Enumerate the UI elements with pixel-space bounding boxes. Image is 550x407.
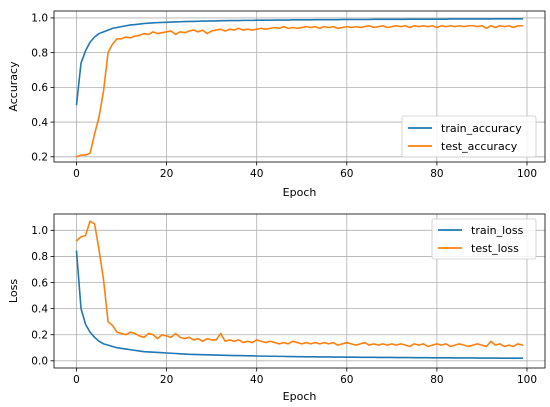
loss-y-tick-label: 0.8 bbox=[31, 251, 48, 263]
accuracy-plot-frame bbox=[53, 10, 546, 163]
loss-panel: 0 20 40 60 80 100 0.0 0.2 0.4 0.6 0.8 1.0 Epoch Los… bbox=[7, 213, 546, 403]
accuracy-x-tick-label: 20 bbox=[160, 168, 173, 180]
loss-y-tick-label: 1.0 bbox=[31, 225, 48, 237]
loss-series bbox=[75, 220, 524, 360]
loss-x-axis-label: Epoch bbox=[283, 390, 317, 403]
loss-x-tick-label: 100 bbox=[517, 374, 537, 386]
accuracy-x-tick-label: 100 bbox=[517, 168, 537, 180]
loss-legend-box bbox=[431, 218, 537, 260]
series-line-train-accuracy bbox=[75, 18, 524, 106]
accuracy-x-tick-label: 40 bbox=[250, 168, 263, 180]
series-line-test-loss bbox=[75, 220, 524, 348]
series-line-test-accuracy bbox=[75, 24, 524, 158]
accuracy-x-tick-label: 80 bbox=[430, 168, 443, 180]
loss-x-tick-label: 20 bbox=[160, 374, 173, 386]
loss-y-tick-label: 0.2 bbox=[31, 330, 48, 342]
loss-ticks: 0 20 40 60 80 100 0.0 0.2 0.4 0.6 0.8 1.0 bbox=[31, 225, 537, 386]
accuracy-y-tick-label: 0.6 bbox=[31, 82, 48, 94]
series-line-train-loss bbox=[75, 250, 524, 360]
accuracy-grid bbox=[54, 11, 545, 162]
loss-y-axis-label: Loss bbox=[7, 279, 20, 303]
legend-label-test-loss: test_loss bbox=[471, 242, 519, 255]
legend-label-test-accuracy: test_accuracy bbox=[441, 140, 518, 153]
accuracy-ticks: 0 20 40 60 80 100 0.2 0.4 0.6 0.8 1.0 bbox=[31, 13, 537, 180]
accuracy-legend-box bbox=[401, 115, 537, 158]
loss-x-tick-label: 0 bbox=[73, 374, 80, 386]
loss-y-tick-label: 0.0 bbox=[31, 356, 48, 368]
accuracy-y-tick-label: 1.0 bbox=[31, 13, 48, 25]
accuracy-y-tick-label: 0.8 bbox=[31, 47, 48, 59]
accuracy-panel: 0 20 40 60 80 100 0.2 0.4 0.6 0.8 1.0 Epoch Accura… bbox=[7, 10, 546, 199]
loss-plot-frame bbox=[53, 213, 546, 369]
accuracy-y-tick-label: 0.4 bbox=[31, 117, 48, 129]
accuracy-x-axis-label: Epoch bbox=[283, 186, 317, 199]
loss-x-tick-label: 80 bbox=[430, 374, 443, 386]
accuracy-x-tick-label: 0 bbox=[73, 168, 80, 180]
legend-label-train-loss: train_loss bbox=[471, 224, 524, 237]
accuracy-series bbox=[75, 18, 524, 158]
loss-y-tick-label: 0.6 bbox=[31, 277, 48, 289]
loss-x-tick-label: 60 bbox=[340, 374, 353, 386]
accuracy-y-axis-label: Accuracy bbox=[7, 61, 20, 112]
accuracy-y-tick-label: 0.2 bbox=[31, 152, 48, 164]
accuracy-legend: train_accuracy test_accuracy bbox=[401, 115, 537, 158]
loss-legend: train_loss test_loss bbox=[431, 218, 537, 260]
loss-x-tick-label: 40 bbox=[250, 374, 263, 386]
loss-y-tick-label: 0.4 bbox=[31, 303, 48, 315]
legend-label-train-accuracy: train_accuracy bbox=[441, 122, 522, 135]
accuracy-x-tick-label: 60 bbox=[340, 168, 353, 180]
